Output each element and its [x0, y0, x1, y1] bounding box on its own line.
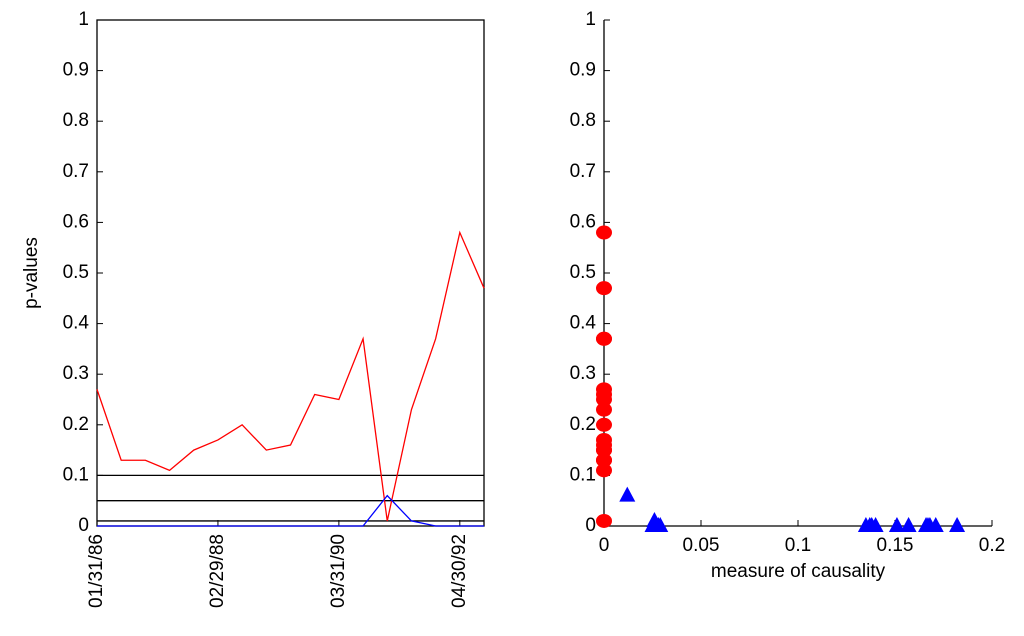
triangle-marker [900, 517, 917, 532]
circle-marker [596, 392, 612, 407]
x-axis-label: measure of causality [711, 561, 886, 582]
y-tick-label: 0.7 [570, 161, 596, 182]
y-tick-label: 0.1 [63, 464, 89, 485]
x-tick-label: 0.05 [683, 535, 720, 556]
circle-marker [596, 402, 612, 417]
x-tick-label: 0.1 [785, 535, 811, 556]
data-line [96, 230, 485, 522]
y-tick-label: 0.3 [63, 363, 89, 384]
x-tick-label: 0.15 [877, 535, 914, 556]
y-tick-label: 0 [585, 515, 596, 536]
y-tick-label: 0.2 [570, 414, 596, 435]
x-tick-label: 02/29/88 [207, 534, 228, 608]
x-tick-label: 01/31/86 [86, 534, 107, 608]
circle-marker [596, 513, 612, 528]
y-tick-label: 0.7 [63, 161, 89, 182]
circle-marker [596, 463, 612, 478]
circle-marker [596, 417, 612, 432]
circle-marker [596, 453, 612, 468]
x-tick-label: 04/30/92 [449, 534, 470, 608]
circle-marker [596, 331, 612, 346]
y-tick-label: 0.5 [570, 262, 596, 283]
circle-marker [596, 281, 612, 296]
y-tick-label: 0 [78, 515, 89, 536]
triangle-marker [857, 517, 874, 532]
y-tick-label: 0.6 [570, 211, 596, 232]
y-tick-label: 0.6 [63, 211, 89, 232]
y-tick-label: 0.4 [63, 313, 90, 334]
y-tick-label: 0.9 [570, 60, 596, 81]
y-tick-label: 0.8 [63, 110, 89, 131]
triangle-marker [888, 517, 905, 532]
x-tick-label: 0.2 [979, 535, 1005, 556]
circle-marker [596, 225, 612, 240]
y-tick-label: 0.5 [63, 262, 89, 283]
y-axis-label: p-values [21, 237, 42, 309]
triangle-marker [619, 486, 636, 502]
triangle-marker [919, 517, 936, 532]
y-tick-label: 0.4 [570, 313, 597, 334]
data-line [97, 494, 484, 527]
y-tick-label: 0.3 [570, 363, 596, 384]
x-tick-label: 0 [599, 535, 610, 556]
x-tick-label: 03/31/90 [328, 534, 349, 608]
triangle-marker [652, 517, 669, 532]
y-tick-label: 0.8 [570, 110, 596, 131]
circle-marker [596, 438, 612, 453]
y-tick-label: 1 [78, 9, 89, 30]
plot-box [96, 19, 485, 527]
y-tick-label: 0.1 [570, 464, 596, 485]
y-tick-label: 0.2 [63, 414, 89, 435]
triangle-marker [949, 517, 966, 532]
y-tick-label: 1 [585, 9, 596, 30]
y-tick-label: 0.9 [63, 60, 89, 81]
